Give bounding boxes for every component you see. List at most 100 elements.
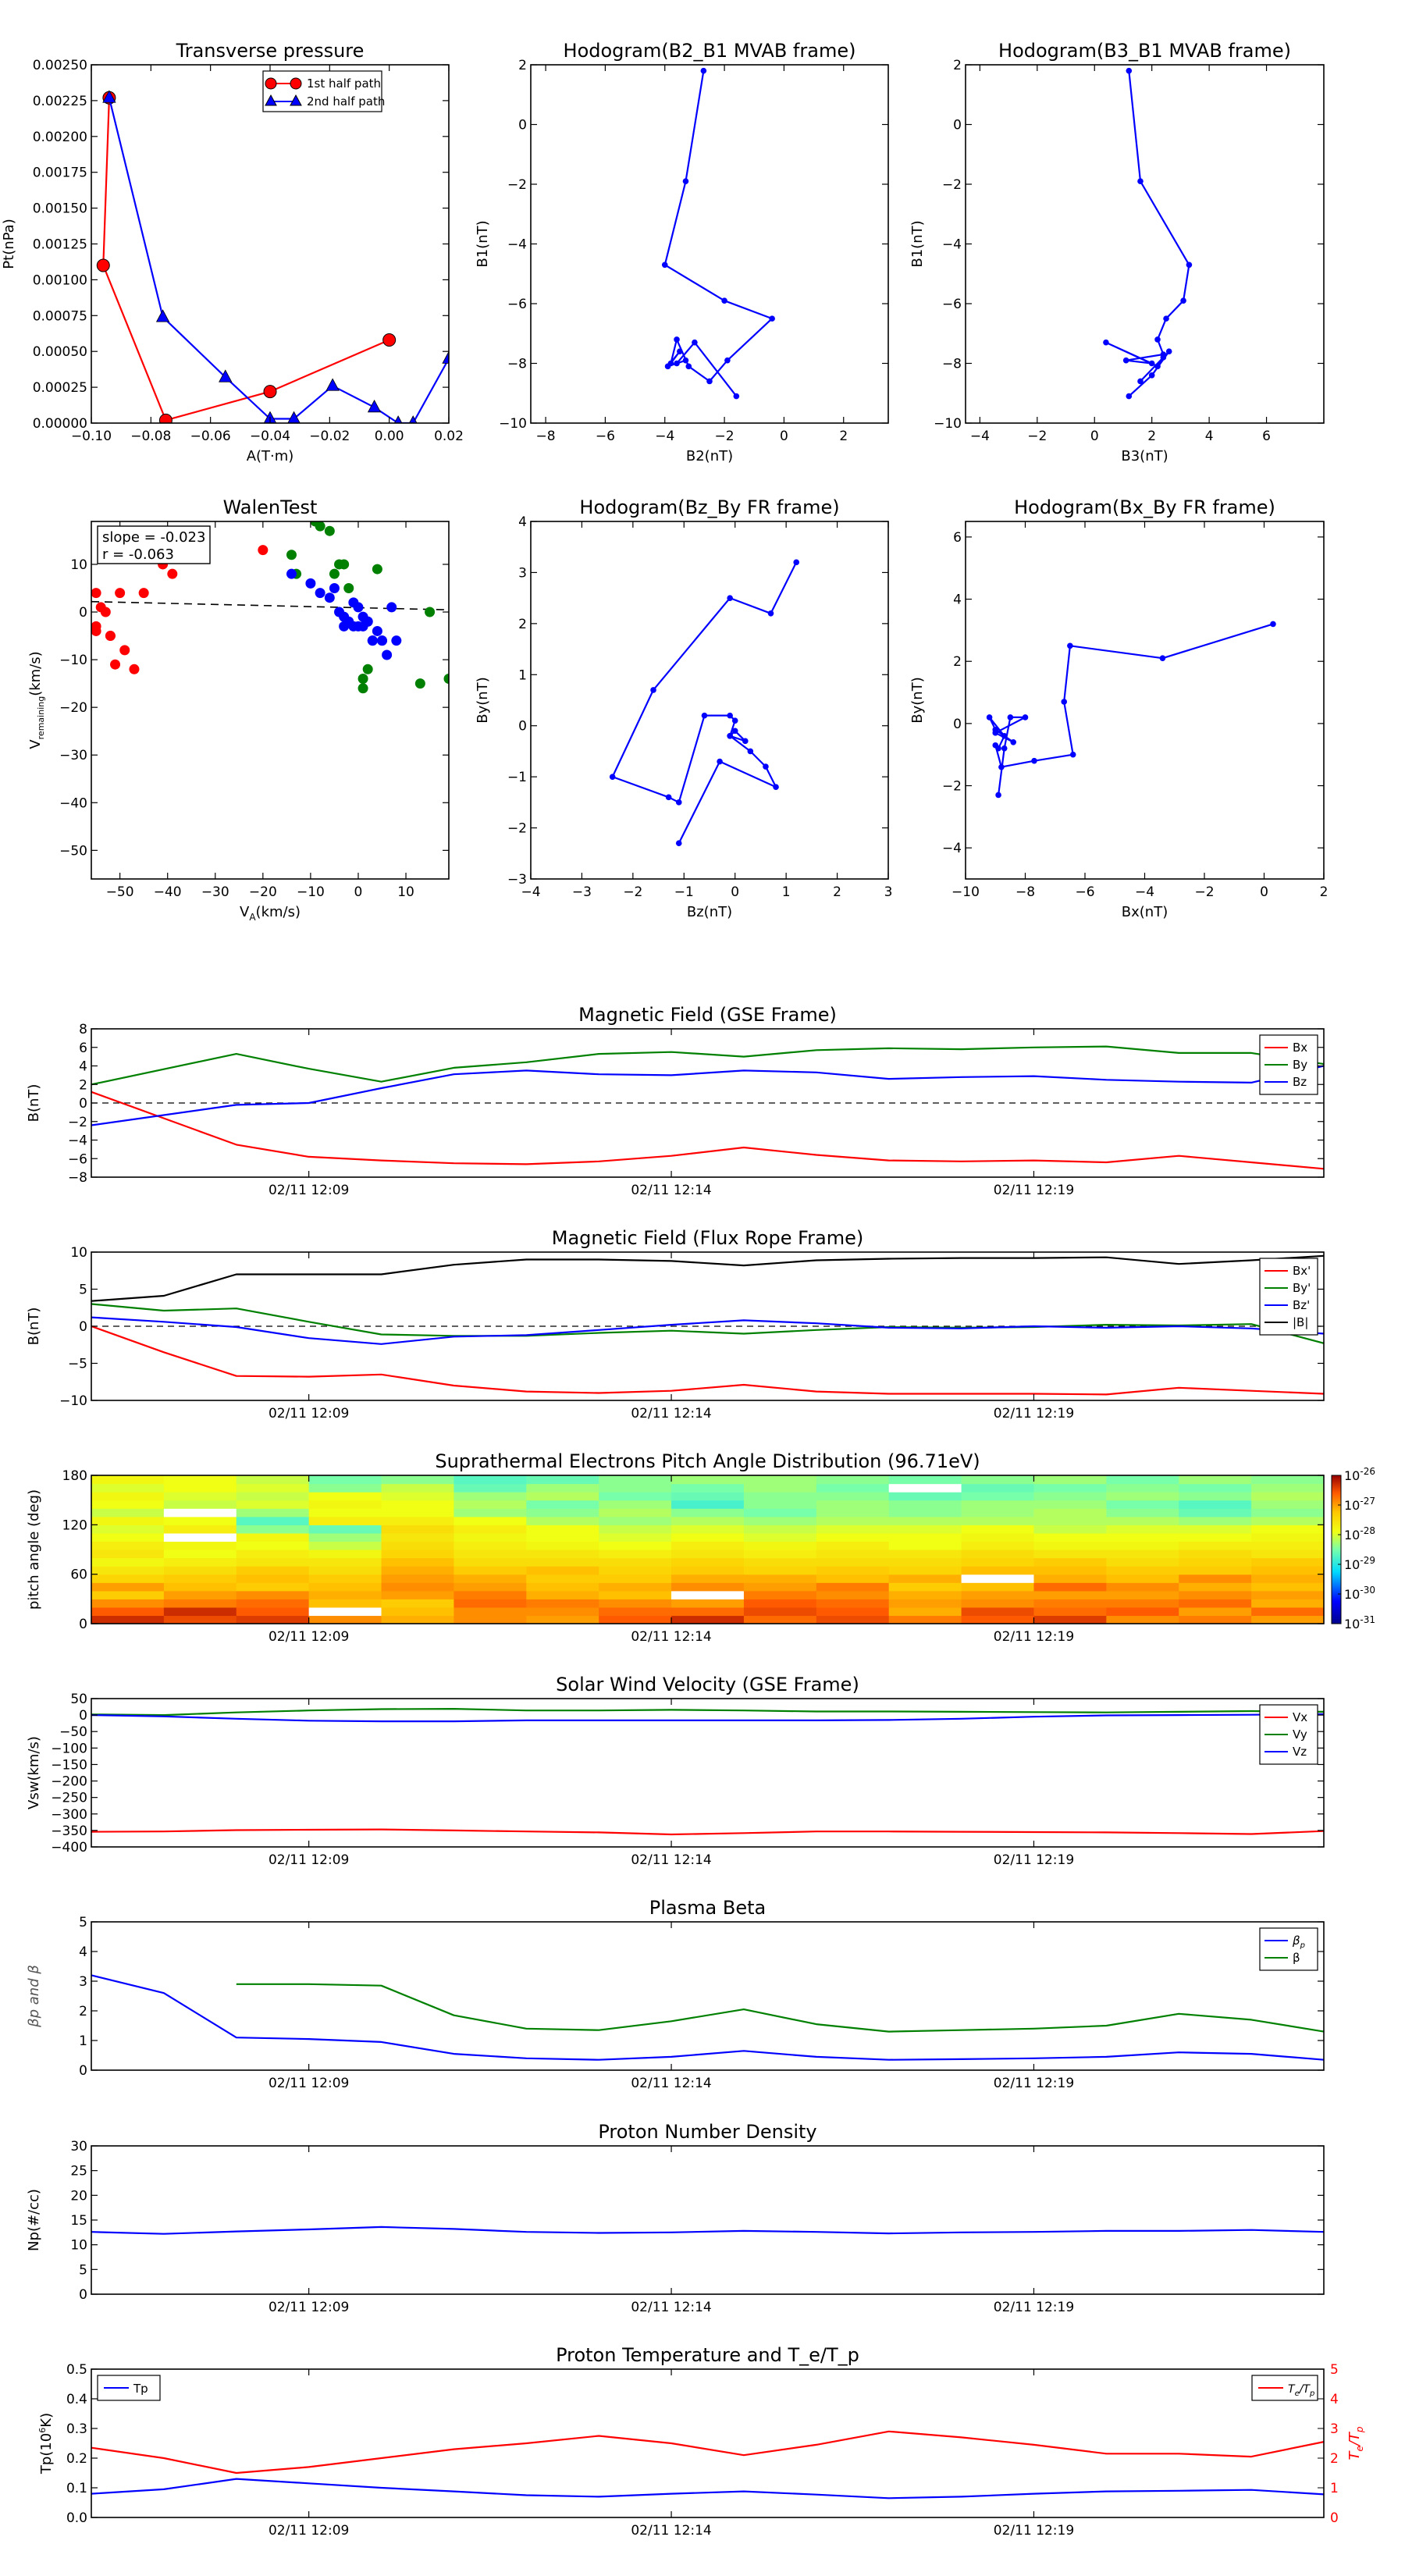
heatmap-cell bbox=[671, 1475, 745, 1485]
heatmap-cell bbox=[1179, 1483, 1252, 1493]
y-tick-label: 0 bbox=[953, 118, 962, 133]
data-point bbox=[353, 602, 364, 613]
x-tick-label: −40 bbox=[154, 884, 182, 900]
heatmap-cell bbox=[743, 1541, 817, 1550]
x-tick-label: 02/11 12:09 bbox=[269, 2523, 349, 2539]
heatmap-cell bbox=[454, 1557, 527, 1567]
heatmap-cell bbox=[1179, 1541, 1252, 1550]
heatmap-cell bbox=[163, 1574, 237, 1583]
data-point bbox=[721, 297, 727, 304]
data-point bbox=[727, 712, 733, 719]
y-tick-label: 5 bbox=[79, 1283, 87, 1298]
series-line-2nd half path bbox=[108, 97, 449, 423]
heatmap-cell bbox=[888, 1475, 962, 1485]
heatmap-cell bbox=[961, 1582, 1035, 1592]
heatmap-cell bbox=[1033, 1532, 1107, 1542]
heatmap-cell bbox=[163, 1516, 237, 1525]
data-point bbox=[1148, 360, 1155, 367]
heatmap-cell bbox=[381, 1599, 455, 1608]
y-tick-label: 6 bbox=[953, 530, 962, 546]
y-tick-label: 0 bbox=[953, 717, 962, 732]
heatmap-cell bbox=[599, 1582, 672, 1592]
heatmap-cell bbox=[888, 1574, 962, 1583]
x-tick-label: −4 bbox=[521, 884, 540, 900]
data-point bbox=[382, 649, 393, 660]
y-tick-label: 5 bbox=[79, 1915, 87, 1930]
y-tick-label: −4 bbox=[942, 841, 962, 856]
heatmap-cell bbox=[381, 1590, 455, 1599]
x-tick-label: 02/11 12:09 bbox=[269, 2300, 349, 2315]
series-line-Vx bbox=[91, 1828, 1324, 1836]
x-tick-label: 02/11 12:14 bbox=[631, 2300, 711, 2315]
chart-h1: Hodogram(B2_B1 MVAB frame)−8 −6 −4 −2 0 2−10−… bbox=[475, 40, 889, 464]
y-tick-label-right: 2 bbox=[1330, 2451, 1339, 2467]
y-tick-label: −300 bbox=[51, 1807, 87, 1823]
heatmap-cell bbox=[961, 1550, 1035, 1559]
heatmap-cell bbox=[308, 1550, 382, 1559]
heatmap-cell bbox=[1179, 1566, 1252, 1575]
data-point bbox=[1270, 621, 1276, 628]
y-tick-label: −6 bbox=[68, 1151, 87, 1167]
y-tick-label: 5 bbox=[79, 2262, 87, 2278]
colorbar-tick-label: 10-30 bbox=[1344, 1585, 1375, 1602]
heatmap-cell bbox=[599, 1541, 672, 1550]
heatmap-cell bbox=[743, 1516, 817, 1525]
heatmap-cell bbox=[526, 1590, 599, 1599]
heatmap-cell bbox=[381, 1566, 455, 1575]
heatmap-cell bbox=[816, 1508, 890, 1517]
heatmap-cell bbox=[381, 1525, 455, 1534]
heatmap-cell bbox=[743, 1500, 817, 1509]
heatmap-cell bbox=[381, 1615, 455, 1624]
data-point bbox=[219, 369, 233, 382]
axes-frame bbox=[91, 2368, 1325, 2518]
data-point bbox=[357, 674, 368, 685]
heatmap-cell bbox=[381, 1500, 455, 1509]
plot-area-vsw bbox=[91, 1708, 1324, 1836]
x-tick-label: −10 bbox=[297, 884, 325, 900]
colorbar bbox=[1331, 1475, 1342, 1624]
y-tick-label: −4 bbox=[68, 1133, 87, 1149]
heatmap-cell bbox=[888, 1557, 962, 1567]
heatmap-cell bbox=[599, 1516, 672, 1525]
y-tick-label: 0 bbox=[79, 1617, 87, 1632]
heatmap-cell bbox=[1106, 1582, 1179, 1592]
heatmap-cell bbox=[526, 1566, 599, 1575]
data-point bbox=[700, 67, 707, 74]
heatmap-cell bbox=[599, 1615, 672, 1624]
heatmap-cell bbox=[888, 1483, 962, 1493]
heatmap-cell bbox=[1251, 1574, 1324, 1583]
x-axis-label: B2(nT) bbox=[686, 448, 733, 464]
heatmap-cell bbox=[163, 1492, 237, 1501]
data-point bbox=[91, 621, 101, 632]
y-tick-label: −400 bbox=[51, 1840, 87, 1856]
annotation-text: slope = -0.023 bbox=[102, 529, 205, 546]
heatmap-cell bbox=[888, 1606, 962, 1617]
heatmap-cell bbox=[381, 1606, 455, 1617]
x-tick-label: 0 bbox=[731, 884, 739, 900]
heatmap-cell bbox=[1106, 1500, 1179, 1509]
heatmap-cell bbox=[236, 1492, 310, 1501]
heatmap-cell bbox=[1179, 1606, 1252, 1617]
heatmap-cell bbox=[1033, 1541, 1107, 1550]
plot-area-beta bbox=[91, 1974, 1324, 2061]
chart-bfr: Magnetic Field (Flux Rope Frame) 02/11 12… bbox=[26, 1227, 1325, 1421]
chart-h3: Hodogram(Bz_By FR frame)−4 −3 −2 −1 0 1 2 3−3−2… bbox=[475, 496, 892, 920]
y-tick-label: 0 bbox=[518, 118, 527, 133]
heatmap-cell bbox=[743, 1615, 817, 1624]
y-tick-label: 0 bbox=[79, 1319, 87, 1335]
heatmap-cell bbox=[671, 1550, 745, 1559]
data-point bbox=[329, 568, 340, 579]
y-tick-label: 0 bbox=[79, 1708, 87, 1724]
heatmap-cell bbox=[454, 1525, 527, 1534]
chart-title: WalenTest bbox=[223, 496, 318, 518]
x-tick-label: −4 bbox=[970, 429, 990, 444]
chart-h4: Hodogram(Bx_By FR frame) −10 −8 −6 −4 −2 0 2 −4 −… bbox=[909, 496, 1328, 920]
heatmap-cell bbox=[671, 1532, 745, 1542]
axes-frame bbox=[530, 521, 889, 880]
heatmap-cell bbox=[961, 1492, 1035, 1501]
heatmap-cell bbox=[816, 1525, 890, 1534]
data-point bbox=[105, 631, 116, 642]
series-line-Tp bbox=[91, 2478, 1324, 2500]
heatmap-cell bbox=[526, 1483, 599, 1493]
